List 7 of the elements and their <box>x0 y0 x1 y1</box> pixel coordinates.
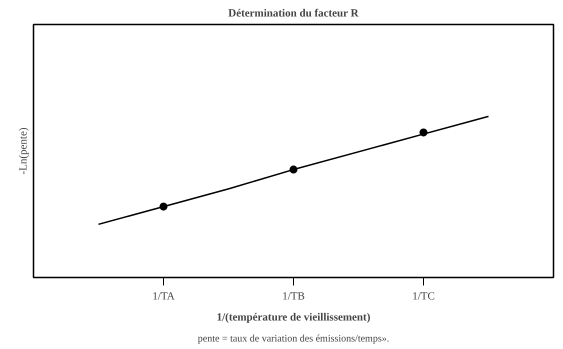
x-tick-label: 1/TC <box>412 290 435 302</box>
text: pente = taux de variation des émissions/temps». <box>198 334 390 344</box>
chart-title: Détermination du facteur R <box>228 8 360 20</box>
y-axis-title: -Ln(pente) <box>18 127 30 175</box>
x-tick-label: 1/TA <box>152 290 175 302</box>
x-axis-title: 1/(température de vieillissement) <box>216 312 371 324</box>
x-tick-label: 1/TB <box>282 290 305 302</box>
